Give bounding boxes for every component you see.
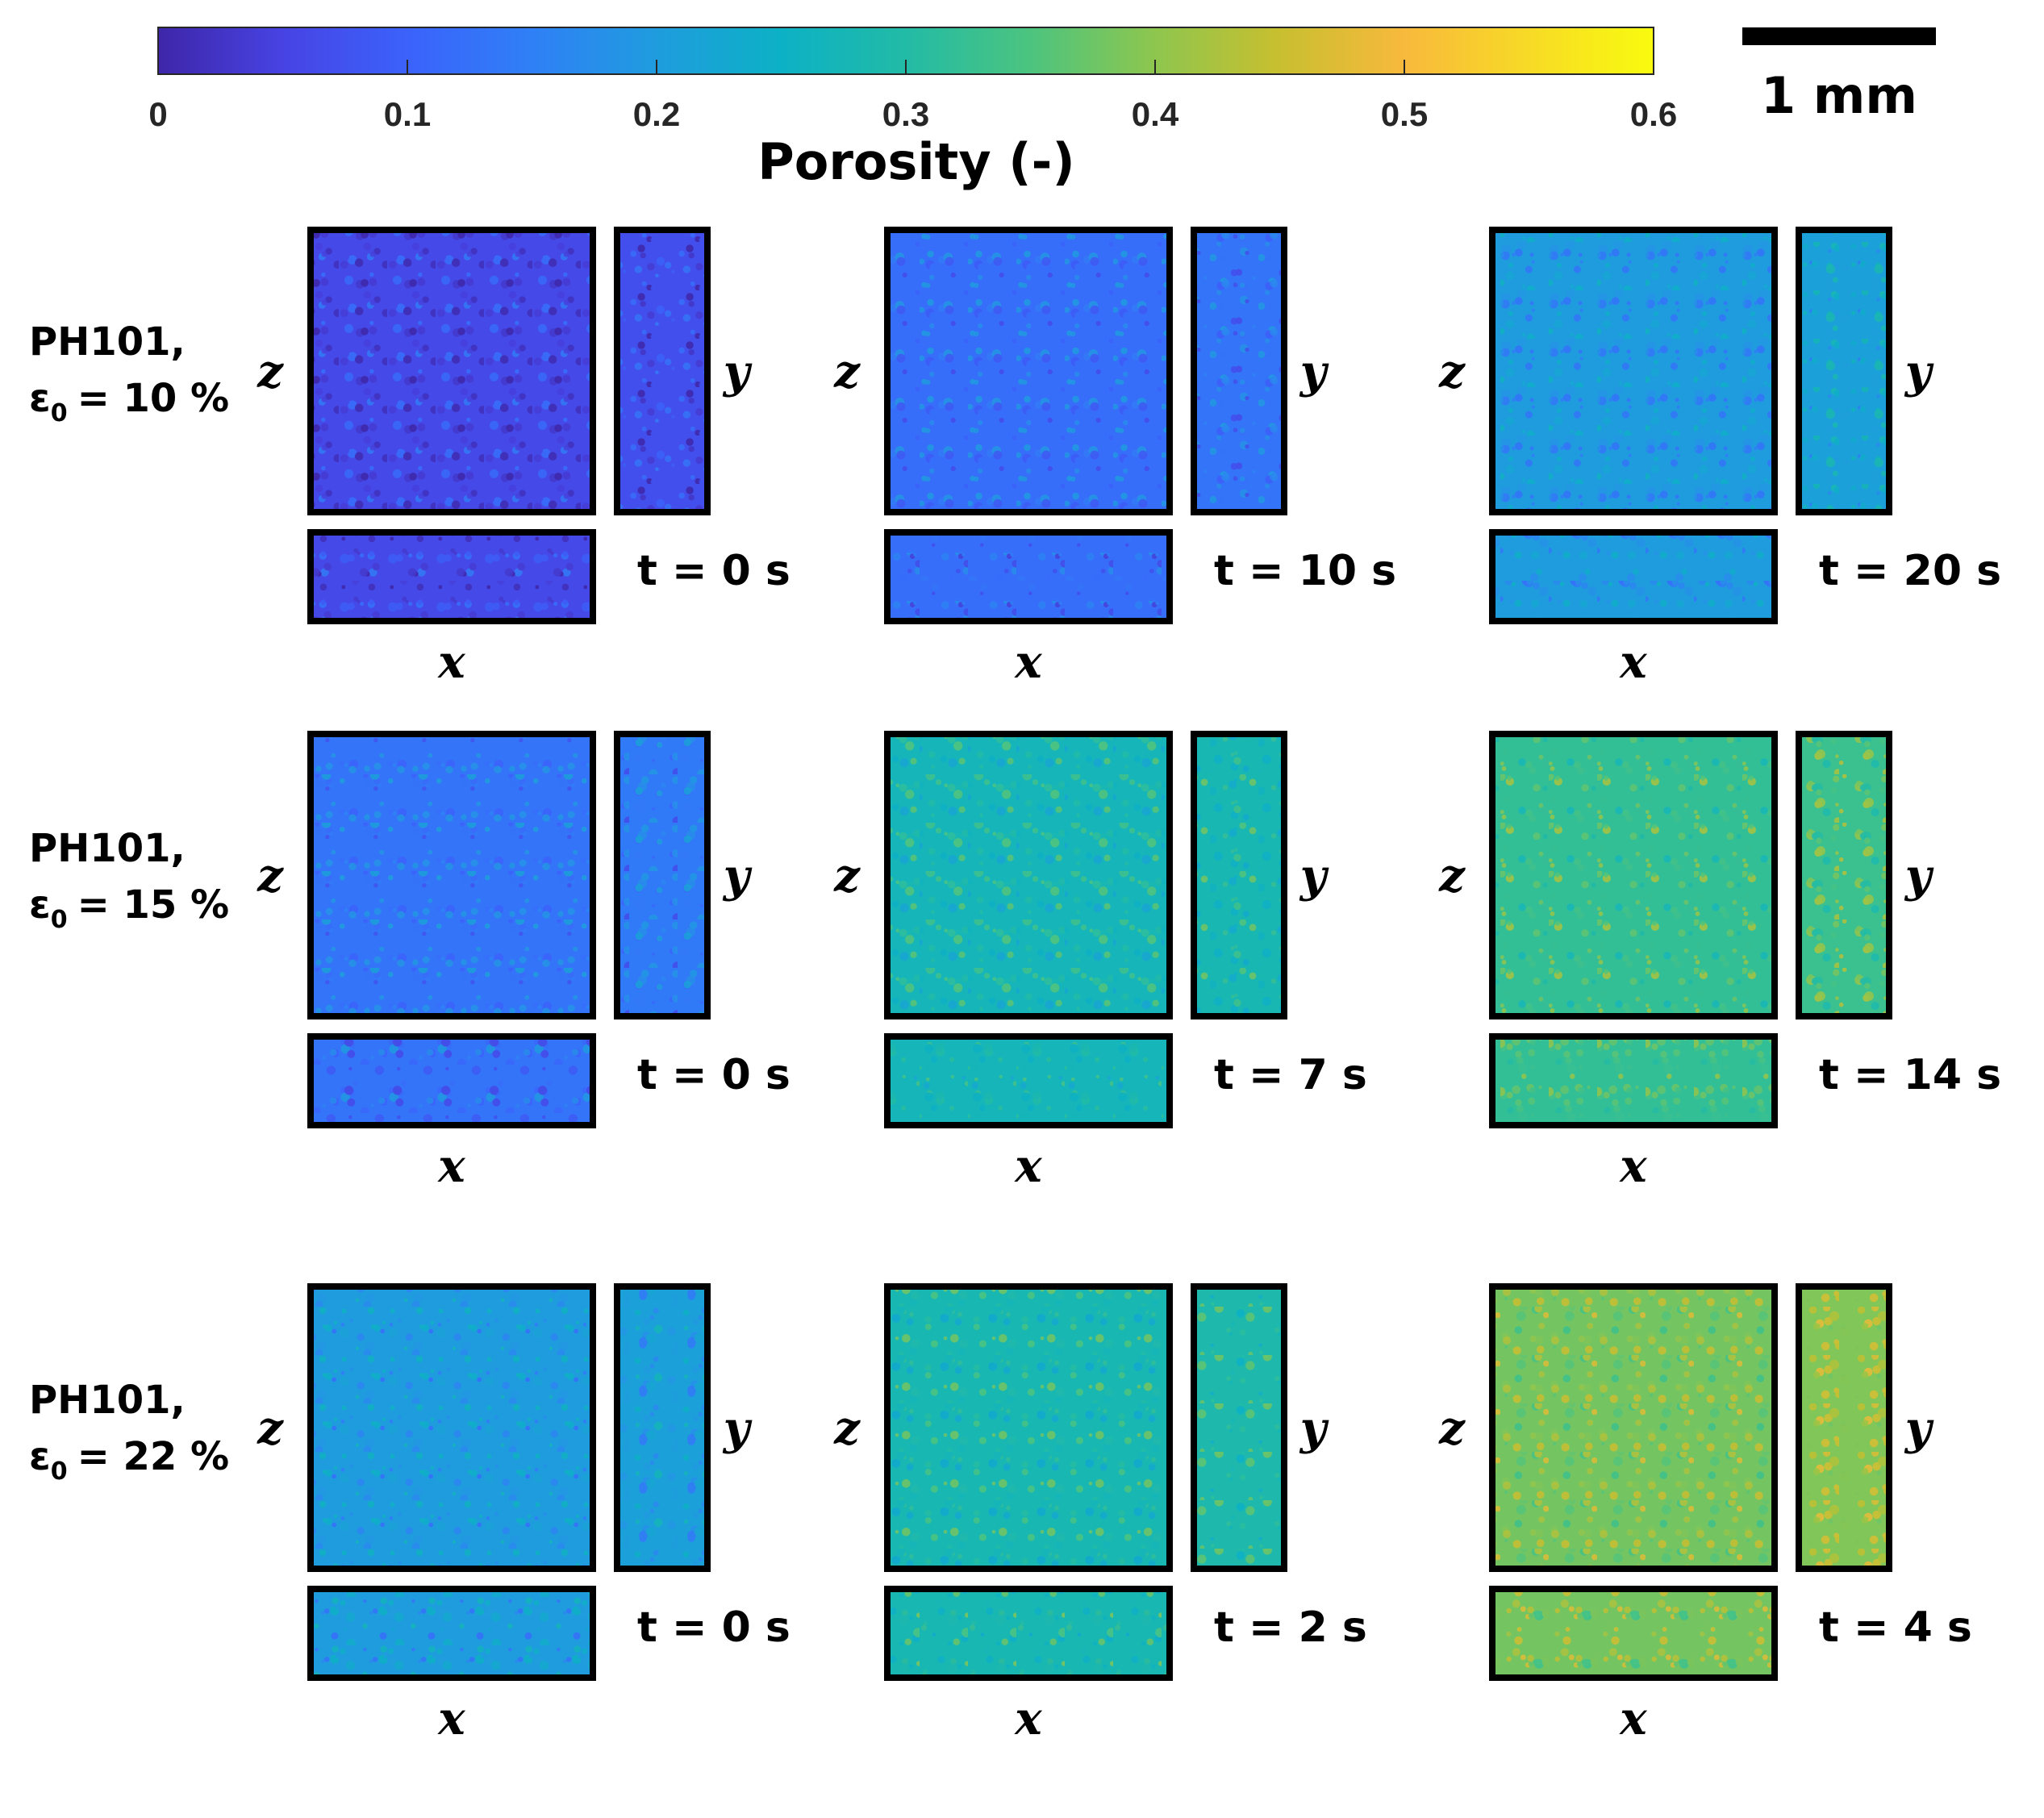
x-axis-label: x: [1619, 1140, 1647, 1193]
yz-slice: [614, 1283, 711, 1572]
time-label: t = 14 s: [1819, 1051, 2001, 1099]
colorbar: 0 0.1 0.2 0.3 0.4 0.5 0.6 Porosity (-): [148, 27, 1677, 191]
xy-slice: [884, 1586, 1173, 1681]
colorbar-title: Porosity (-): [757, 132, 1074, 191]
row-porosity: ε0 = 15 %: [29, 882, 229, 934]
colorbar-tick-label: 0.3: [882, 95, 929, 133]
z-axis-label: z: [1438, 849, 1466, 903]
xz-slice: [307, 1283, 596, 1572]
z-axis-label: z: [833, 1402, 861, 1455]
x-axis-label: x: [437, 1692, 465, 1745]
yz-slice: [614, 227, 711, 515]
yz-slice: [1191, 731, 1287, 1019]
colorbar-tick-label: 0.6: [1630, 95, 1677, 133]
yz-slice: [1191, 1283, 1287, 1572]
row-porosity: ε0 = 10 %: [29, 376, 229, 427]
panel-row2-col3: z y x t = 14 s: [1438, 731, 2001, 1193]
xz-slice: [1489, 227, 1778, 515]
panel-row2-col2: z y x t = 7 s: [833, 731, 1367, 1193]
colorbar-tick-label: 0: [148, 95, 167, 133]
z-axis-label: z: [257, 1402, 284, 1455]
row-label-3: PH101, ε0 = 22 %: [29, 1378, 229, 1486]
xz-slice: [884, 227, 1173, 515]
y-axis-label: y: [722, 849, 753, 903]
x-axis-label: x: [1014, 636, 1042, 689]
y-axis-label: y: [1904, 345, 1934, 398]
time-label: t = 7 s: [1214, 1051, 1367, 1099]
time-label: t = 0 s: [637, 1603, 790, 1652]
y-axis-label: y: [722, 1402, 753, 1455]
row-porosity: ε0 = 22 %: [29, 1434, 229, 1486]
y-axis-label: y: [1299, 849, 1329, 903]
time-label: t = 10 s: [1214, 547, 1396, 595]
xy-slice: [1489, 1586, 1778, 1681]
panel-grid: z y x t = 0 s z y x t = 10 s z y x t = 20 s z y x t = 0…: [257, 227, 2001, 1745]
y-axis-label: y: [722, 345, 753, 398]
xz-slice: [1489, 1283, 1778, 1572]
xy-slice: [884, 529, 1173, 624]
z-axis-label: z: [257, 345, 284, 398]
row-material: PH101,: [29, 826, 186, 871]
yz-slice: [1191, 227, 1287, 515]
z-axis-label: z: [833, 345, 861, 398]
time-label: t = 4 s: [1819, 1603, 1972, 1652]
y-axis-label: y: [1904, 849, 1934, 903]
colorbar-tick-label: 0.1: [384, 95, 431, 133]
colorbar-tick-label: 0.2: [633, 95, 680, 133]
time-label: t = 20 s: [1819, 547, 2001, 595]
x-axis-label: x: [1619, 1692, 1647, 1745]
time-label: t = 0 s: [637, 547, 790, 595]
row-label-1: PH101, ε0 = 10 %: [29, 319, 229, 427]
x-axis-label: x: [1619, 636, 1647, 689]
row-label-2: PH101, ε0 = 15 %: [29, 826, 229, 934]
xz-slice: [1489, 731, 1778, 1019]
panel-row3-col1: z y x t = 0 s: [257, 1283, 790, 1745]
time-label: t = 0 s: [637, 1051, 790, 1099]
xy-slice: [1489, 529, 1778, 624]
time-label: t = 2 s: [1214, 1603, 1367, 1652]
y-axis-label: y: [1904, 1402, 1934, 1455]
x-axis-label: x: [437, 1140, 465, 1193]
y-axis-label: y: [1299, 1402, 1329, 1455]
colorbar-tick-label: 0.4: [1132, 95, 1179, 133]
xz-slice: [884, 1283, 1173, 1572]
xy-slice: [307, 1033, 596, 1128]
colorbar-tick-label: 0.5: [1381, 95, 1428, 133]
yz-slice: [1796, 731, 1892, 1019]
xy-slice: [307, 529, 596, 624]
scale-bar-line: [1742, 27, 1936, 45]
row-material: PH101,: [29, 319, 186, 365]
panel-row3-col2: z y x t = 2 s: [833, 1283, 1367, 1745]
scale-bar-label: 1 mm: [1761, 66, 1917, 125]
xy-slice: [307, 1586, 596, 1681]
z-axis-label: z: [1438, 1402, 1466, 1455]
yz-slice: [1796, 1283, 1892, 1572]
xy-slice: [884, 1033, 1173, 1128]
z-axis-label: z: [257, 849, 284, 903]
z-axis-label: z: [833, 849, 861, 903]
z-axis-label: z: [1438, 345, 1466, 398]
panel-row1-col3: z y x t = 20 s: [1438, 227, 2001, 689]
panel-row1-col2: z y x t = 10 s: [833, 227, 1396, 689]
panel-row2-col1: z y x t = 0 s: [257, 731, 790, 1193]
xz-slice: [884, 731, 1173, 1019]
panel-row1-col1: z y x t = 0 s: [257, 227, 790, 689]
x-axis-label: x: [437, 636, 465, 689]
yz-slice: [1796, 227, 1892, 515]
x-axis-label: x: [1014, 1140, 1042, 1193]
colorbar-ticks: 0 0.1 0.2 0.3 0.4 0.5 0.6: [148, 60, 1677, 133]
scale-bar: 1 mm: [1742, 27, 1936, 125]
xy-slice: [1489, 1033, 1778, 1128]
panel-row3-col3: z y x t = 4 s: [1438, 1283, 1972, 1745]
row-material: PH101,: [29, 1378, 186, 1423]
yz-slice: [614, 731, 711, 1019]
y-axis-label: y: [1299, 345, 1329, 398]
x-axis-label: x: [1014, 1692, 1042, 1745]
xz-slice: [307, 227, 596, 515]
xz-slice: [307, 731, 596, 1019]
